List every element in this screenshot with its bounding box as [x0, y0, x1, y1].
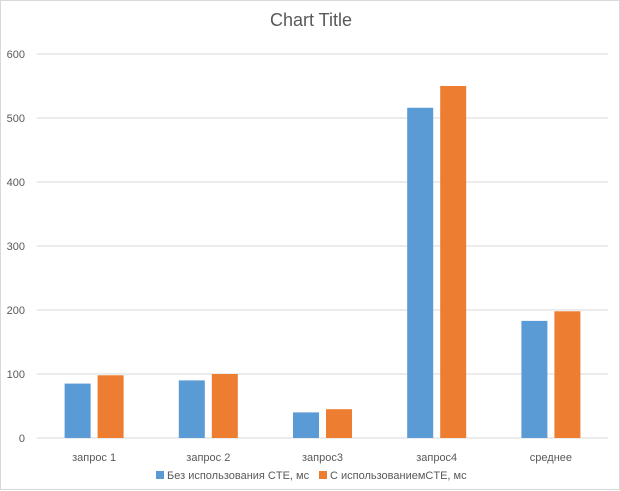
y-tick-label: 100: [7, 369, 25, 381]
y-tick-label: 300: [7, 241, 25, 253]
bar-series-1-cat-4: [407, 107, 434, 438]
y-tick-label: 500: [7, 113, 25, 125]
bar-series-2-cat-3: [326, 409, 352, 438]
legend-swatch-series-1: [156, 471, 164, 479]
y-tick-label: 0: [19, 433, 25, 445]
gridlines: [37, 53, 608, 439]
bars: [64, 86, 581, 438]
bar-series-2-cat-2: [211, 374, 238, 438]
y-tick-label: 200: [7, 305, 25, 317]
y-tick-labels: 0 100 200 300 400 500 600: [7, 49, 25, 445]
y-tick-label: 600: [7, 49, 25, 61]
legend: Без использования CTE, мс С использование…: [156, 470, 467, 482]
category-label: запрос 2: [186, 452, 230, 464]
y-tick-label: 400: [7, 177, 25, 189]
bar-series-1-cat-5: [521, 320, 548, 438]
bar-series-1-cat-1: [64, 383, 91, 438]
category-label: запрос3: [302, 452, 343, 464]
legend-label-series-2: С использованиемCTE, мс: [330, 470, 467, 482]
bar-series-1-cat-3: [293, 412, 319, 438]
bar-series-2-cat-4: [440, 86, 467, 438]
category-label: запрос 1: [72, 452, 116, 464]
category-label: запрос4: [416, 452, 457, 464]
legend-swatch-series-2: [319, 471, 327, 479]
category-label: среднее: [530, 452, 572, 464]
category-labels: запрос 1 запрос 2 запрос3 запрос4 среднее: [72, 452, 572, 464]
bar-series-1-cat-2: [178, 380, 205, 438]
legend-label-series-1: Без использования CTE, мс: [167, 470, 310, 482]
bar-series-2-cat-5: [554, 311, 581, 438]
bar-series-2-cat-1: [97, 375, 124, 438]
chart-title: Chart Title: [270, 10, 352, 30]
